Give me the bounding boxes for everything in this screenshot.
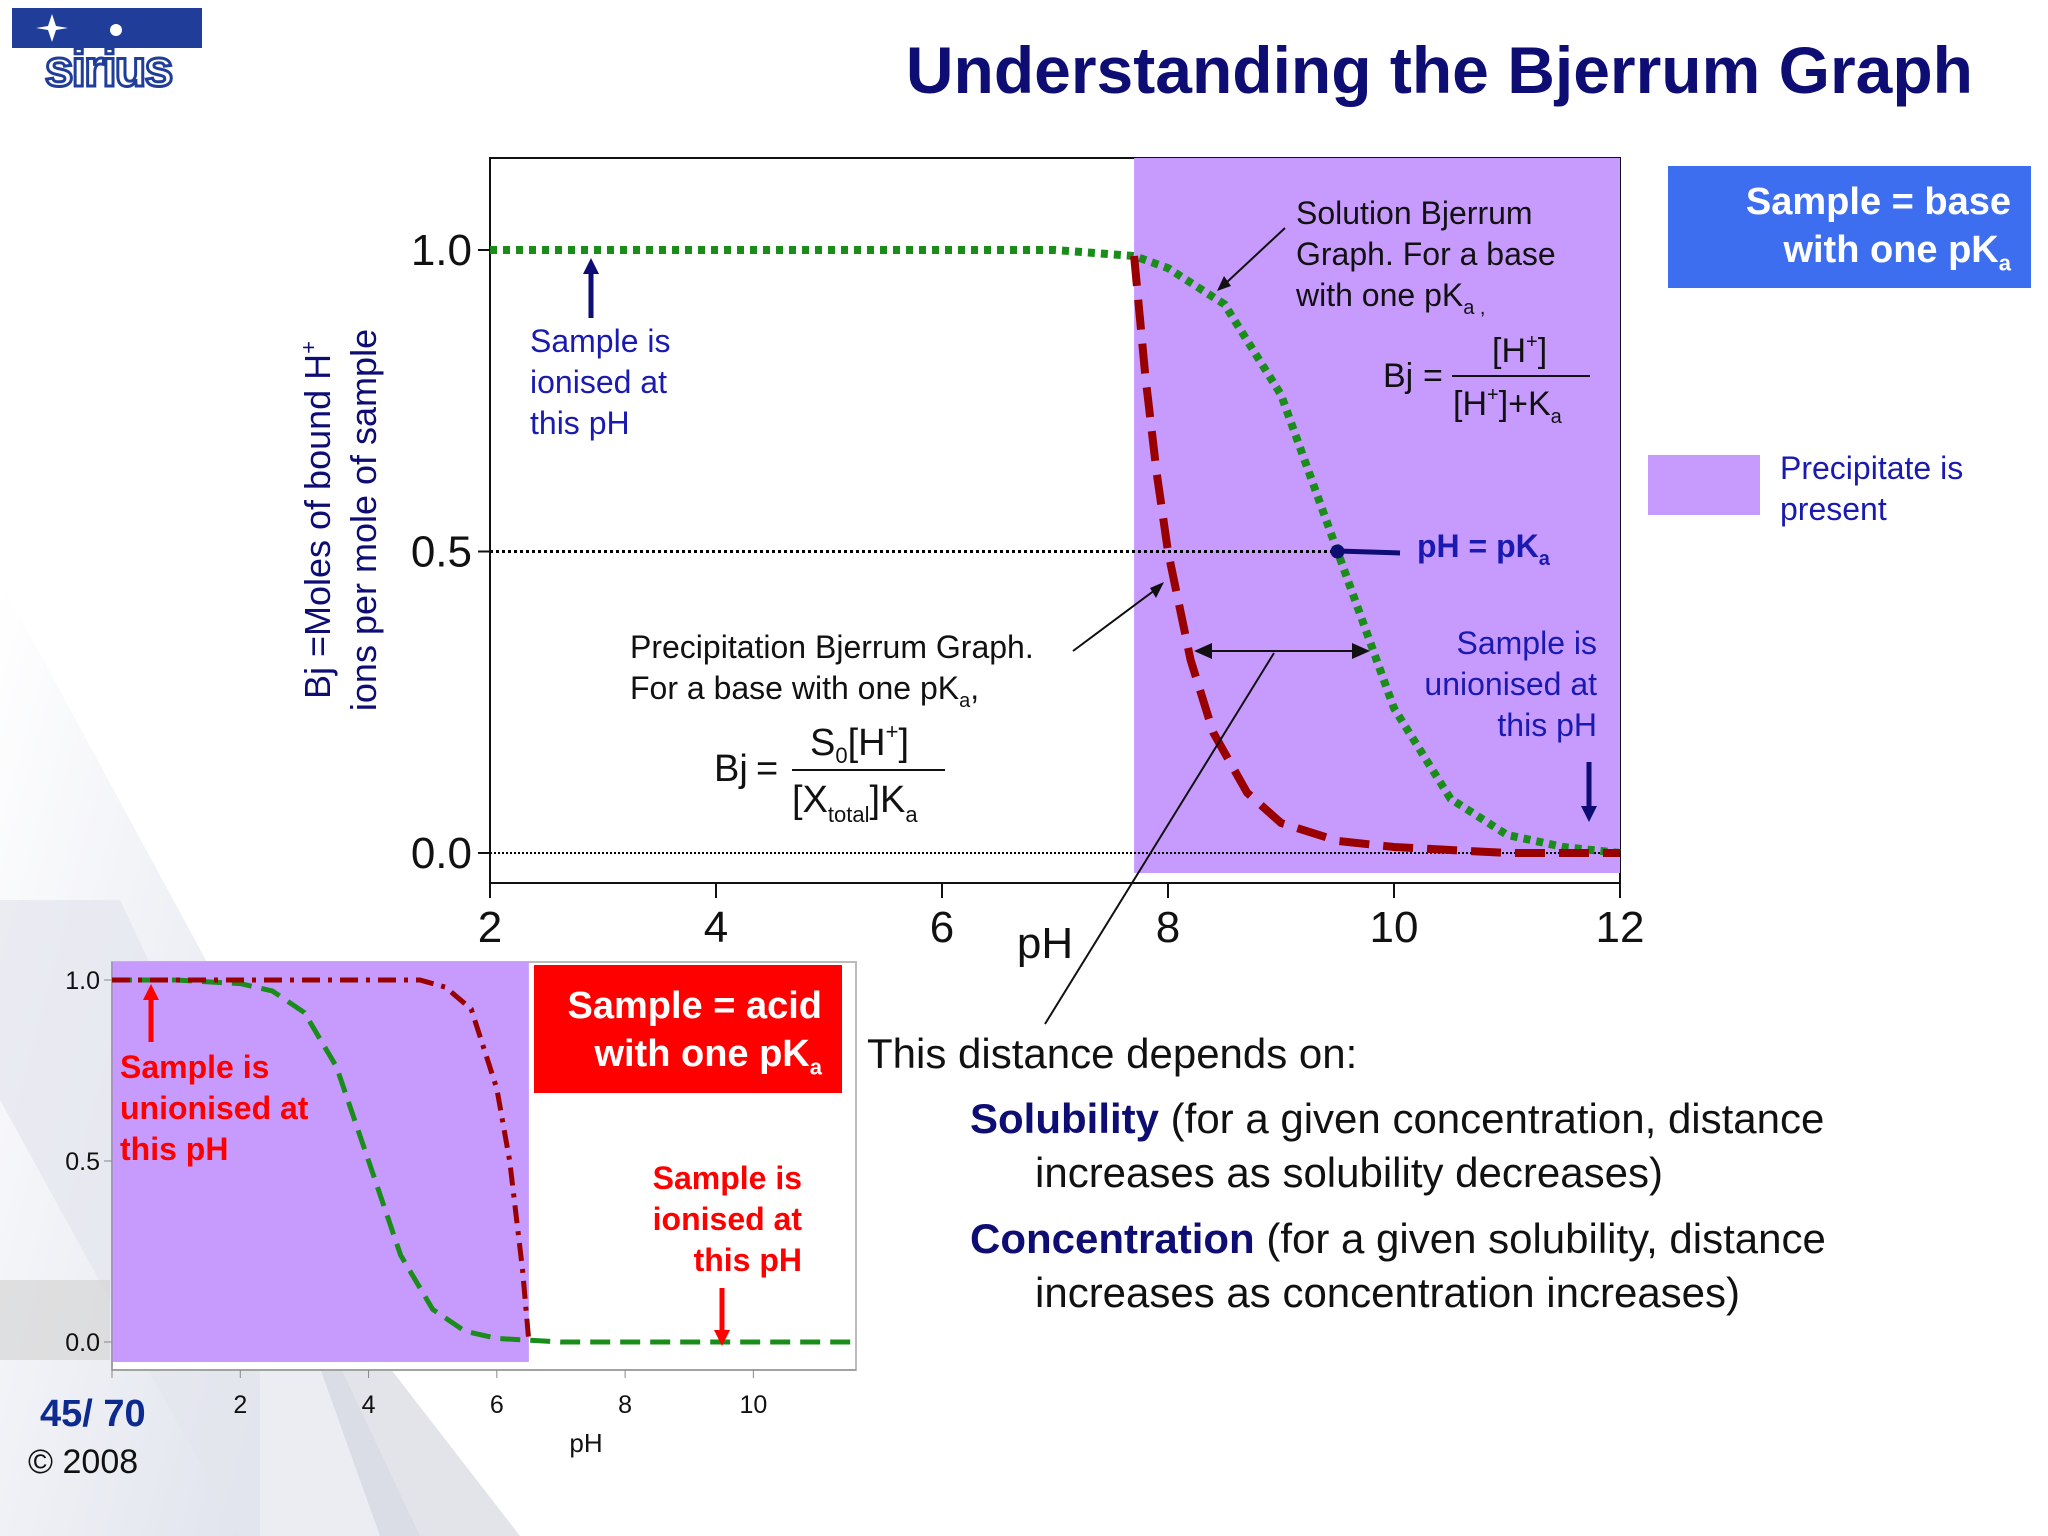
- base-box-line1: Sample = base: [1745, 181, 2011, 223]
- precip-pointer-head: [1150, 582, 1164, 598]
- unionised-text-1: Sample is: [1457, 625, 1598, 661]
- svg-text:with one pKa ,: with one pKa ,: [1295, 277, 1485, 319]
- acid-box-line1: Sample = acid: [567, 985, 822, 1027]
- y-axis-label-line1: Bj =Moles of bound H+: [296, 341, 338, 699]
- inset-x-tick-label: 2: [233, 1391, 247, 1419]
- sample-acid-box: Sample = acid with one pKa: [534, 965, 842, 1093]
- inset-y-tick-label: 0.5: [65, 1148, 100, 1176]
- inset-unionised-text-3: this pH: [120, 1131, 228, 1167]
- inset-x-tick-label: 6: [490, 1391, 504, 1419]
- unionised-text-2: unionised at: [1424, 666, 1597, 702]
- distance-item-bold: Solubility: [970, 1095, 1159, 1142]
- inset-x-tick-label: 4: [362, 1391, 376, 1419]
- formula-sol-eq: =: [1423, 357, 1443, 395]
- sample-base-box: Sample = base with one pKa: [1668, 166, 2031, 288]
- y-axis-label-line2: ions per mole of sample: [343, 329, 384, 711]
- x-tick-label: 2: [478, 903, 502, 952]
- ionised-text-3: this pH: [530, 405, 630, 441]
- distance-explanation: This distance depends on: Solubility (fo…: [867, 1030, 1967, 1332]
- solution-text-1: Solution Bjerrum: [1296, 195, 1533, 231]
- distance-item-rest: (for a given concentration, distance: [1159, 1095, 1825, 1142]
- x-tick-label: 8: [1156, 903, 1180, 952]
- solution-curve: [490, 246, 1621, 857]
- formula-precip-lhs: Bj: [714, 748, 748, 790]
- ionised-text-2: ionised at: [530, 364, 667, 400]
- svg-text:pH = pKa: pH = pKa: [1417, 528, 1551, 570]
- precipitation-curve: [1130, 255, 1620, 857]
- unionised-text-3: this pH: [1497, 707, 1597, 743]
- x-tick-label: 12: [1596, 903, 1645, 952]
- precip-text-1: Precipitation Bjerrum Graph.: [630, 629, 1034, 665]
- distance-item-solubility: Solubility (for a given concentration, d…: [970, 1092, 1967, 1200]
- legend-text: Precipitate is present: [1780, 448, 1963, 530]
- legend-line2: present: [1780, 491, 1887, 527]
- inset-x-axis-label: pH: [569, 1428, 602, 1458]
- inset-ionised-text-3: this pH: [694, 1242, 802, 1278]
- inset-ionised-text-1: Sample is: [653, 1160, 802, 1196]
- formula-sol-lhs: Bj: [1383, 357, 1413, 395]
- unionised-arrow-head: [1581, 806, 1597, 822]
- inset-precipitation-curve: [112, 977, 532, 1343]
- distance-item-cont: increases as solubility decreases): [1035, 1149, 1663, 1196]
- sirius-logo: sirius: [12, 8, 202, 92]
- distance-arrow-right-head: [1352, 643, 1370, 659]
- distance-heading: This distance depends on:: [867, 1030, 1358, 1077]
- pka-pointer: [1337, 548, 1401, 556]
- distance-arrow-left-head: [1194, 643, 1212, 659]
- pka-point: [1330, 544, 1345, 559]
- page-title: Understanding the Bjerrum Graph: [905, 33, 1973, 107]
- inset-ionised-text-2: ionised at: [653, 1201, 803, 1237]
- distance-item-cont: increases as concentration increases): [1035, 1269, 1741, 1316]
- acid-box-sub: a: [809, 1054, 822, 1080]
- y-tick-label: 0.5: [411, 528, 472, 577]
- base-box-sub: a: [1998, 250, 2011, 276]
- inset-x-tick-label: 10: [739, 1391, 767, 1419]
- pka-label: pH = pK: [1417, 528, 1539, 564]
- inset-y-tick-label: 1.0: [65, 967, 100, 995]
- inset-x-tick-label: 8: [618, 1391, 632, 1419]
- x-tick-label: 4: [704, 903, 728, 952]
- legend-swatch: [1648, 455, 1760, 515]
- y-tick-label: 1.0: [411, 226, 472, 275]
- inset-ionised-arrow-head: [714, 1330, 730, 1346]
- distance-pointer: [1044, 652, 1275, 1025]
- y-tick-label: 0.0: [411, 829, 472, 878]
- ionised-arrow-head: [583, 258, 599, 274]
- svg-text:For a base with one pKa,: For a base with one pKa,: [630, 670, 979, 712]
- x-tick-label: 10: [1370, 903, 1419, 952]
- inset-precipitate-region: [112, 962, 529, 1362]
- precip-pointer: [1072, 589, 1156, 652]
- formula-precip-num: S0[H+]: [810, 719, 909, 768]
- main-x-axis-label: pH: [1017, 919, 1073, 968]
- distance-item-concentration: Concentration (for a given solubility, d…: [970, 1212, 1967, 1320]
- formula-sol-den: [H+]+Ka: [1453, 384, 1563, 428]
- distance-item-bold: Concentration: [970, 1215, 1255, 1262]
- solution-text-3: with one pK: [1295, 277, 1463, 313]
- inset-unionised-arrow-head: [143, 984, 159, 1000]
- inset-unionised-text-2: unionised at: [120, 1090, 309, 1126]
- logo-text: sirius: [45, 40, 172, 92]
- solution-pointer-head: [1217, 276, 1231, 291]
- acid-box-line2: with one pK: [594, 1033, 810, 1075]
- distance-item-rest: (for a given solubility, distance: [1254, 1215, 1826, 1262]
- x-tick-label: 6: [930, 903, 954, 952]
- inset-y-tick-label: 0.0: [65, 1329, 100, 1357]
- precip-text-2: For a base with one pK: [630, 670, 959, 706]
- formula-sol-num: [H+]: [1492, 331, 1547, 370]
- page-number: 45/ 70: [40, 1393, 146, 1435]
- ionised-text-1: Sample is: [530, 323, 671, 359]
- copyright: © 2008: [28, 1443, 139, 1481]
- inset-unionised-text-1: Sample is: [120, 1049, 269, 1085]
- solution-text-2: Graph. For a base: [1296, 236, 1556, 272]
- base-box-line2: with one pK: [1783, 229, 1999, 271]
- inset-solution-curve: [112, 977, 856, 1345]
- main-precipitate-region: [1134, 158, 1620, 873]
- legend-line1: Precipitate is: [1780, 450, 1964, 486]
- solution-pointer: [1225, 227, 1286, 284]
- formula-precip-eq: =: [756, 748, 778, 790]
